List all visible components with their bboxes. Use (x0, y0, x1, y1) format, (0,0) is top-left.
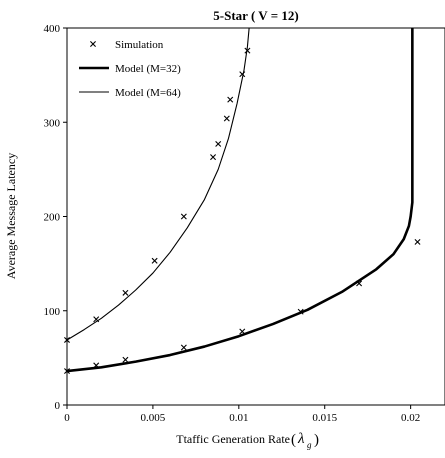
legend-item: Simulation (90, 39, 164, 51)
x-axis-title-subscript: g (307, 440, 312, 450)
y-tick-label: 200 (44, 212, 61, 224)
x-tick-label: 0.005 (141, 412, 166, 424)
legend: Simulation Model (M=32) Model (M=64) (79, 39, 181, 99)
x-tick-label: 0.01 (229, 412, 248, 424)
x-axis-ticks: 0 0.005 0.01 0.015 0.02 (64, 405, 420, 424)
simulation-point (414, 238, 421, 245)
y-axis-ticks: 0 100 200 300 400 (44, 23, 67, 412)
series-layer (64, 27, 421, 375)
legend-item: Model (M=32) (79, 63, 181, 75)
x-tick-label: 0.015 (312, 412, 337, 424)
x-axis-title-text: Ttaffic Generation Rate (176, 432, 290, 446)
simulation-point (215, 140, 222, 147)
x-axis-title-paren-close: ) (314, 432, 319, 448)
y-tick-label: 300 (44, 117, 61, 129)
simulation-point (223, 115, 230, 122)
y-tick-label: 100 (44, 306, 61, 318)
model-m64-line (66, 27, 250, 341)
simulation-point (227, 96, 234, 103)
x-tick-label: 0.02 (401, 412, 420, 424)
x-axis-title-paren-open: ( (291, 432, 296, 448)
legend-label: Simulation (115, 39, 164, 51)
y-tick-label: 0 (55, 400, 61, 412)
legend-label: Model (M=32) (115, 63, 181, 75)
simulation-point (122, 356, 129, 363)
simulation-point (180, 213, 187, 220)
x-axis-title-symbol: λ (297, 431, 305, 447)
simulation-point (122, 289, 129, 296)
simulation-point (210, 154, 217, 161)
x-tick-label: 0 (64, 412, 70, 424)
legend-item: Model (M=64) (79, 87, 181, 99)
model-m32-line (66, 28, 414, 373)
y-axis-title: Average Message Latency (4, 153, 18, 279)
chart-title: 5-Star ( V = 12) (213, 8, 298, 23)
simulation-point (151, 257, 158, 264)
legend-label: Model (M=64) (115, 87, 181, 99)
y-tick-label: 400 (44, 23, 61, 35)
legend-x-marker-icon (90, 41, 96, 47)
simulation-point (180, 344, 187, 351)
x-axis-title: Ttaffic Generation Rate (176, 432, 290, 446)
